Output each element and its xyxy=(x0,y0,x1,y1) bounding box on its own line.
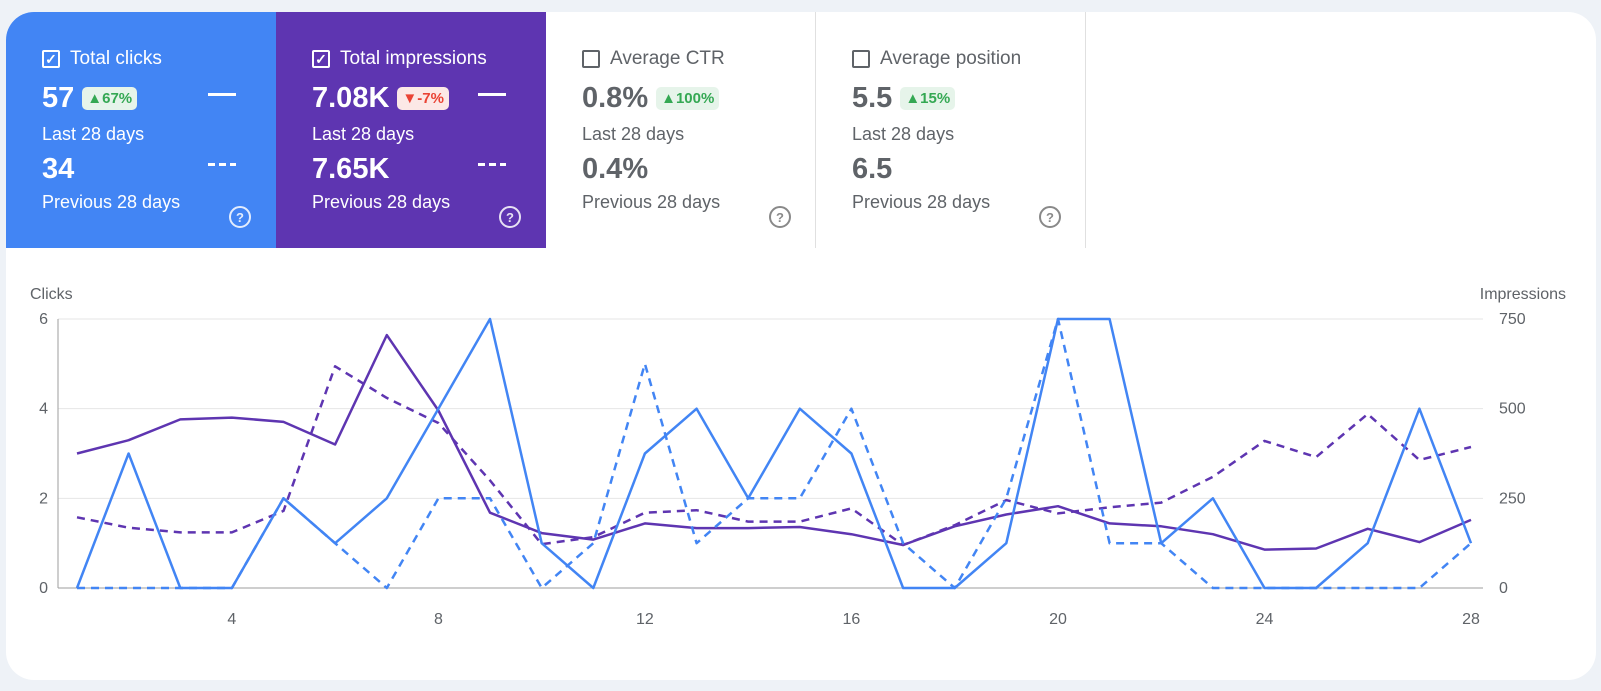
change-badge: ▲67% xyxy=(82,87,138,110)
tile-label: Total clicks xyxy=(70,48,162,69)
tile-header: Average CTR xyxy=(582,48,725,70)
x-axis-tick-label: 8 xyxy=(434,611,443,628)
left-axis-tick-label: 2 xyxy=(39,490,48,507)
solid-line-legend-icon xyxy=(208,93,236,96)
left-axis-tick-label: 6 xyxy=(39,311,48,328)
checkbox-unchecked-icon[interactable] xyxy=(582,50,600,68)
change-badge: ▲15% xyxy=(900,87,956,110)
previous-period-label: Previous 28 days xyxy=(312,192,451,212)
x-axis-tick-label: 12 xyxy=(636,611,654,628)
left-axis-title: Clicks xyxy=(30,286,73,303)
right-axis-tick-label: 0 xyxy=(1499,580,1508,597)
x-axis-tick-label: 20 xyxy=(1049,611,1067,628)
help-icon[interactable]: ? xyxy=(769,206,791,228)
current-period-label: Last 28 days xyxy=(42,124,145,144)
tile-label: Total impressions xyxy=(340,48,487,69)
x-axis-tick-label: 16 xyxy=(843,611,861,628)
tile-average-position[interactable]: Average position 5.5 ▲15% Last 28 days 6… xyxy=(816,12,1086,248)
change-badge: ▲100% xyxy=(656,87,720,110)
previous-value: 6.5 xyxy=(852,153,893,185)
dashed-line-legend-icon xyxy=(208,163,236,166)
tile-value: 0.8% ▲100% xyxy=(582,82,720,115)
tile-header: ✓ Total clicks xyxy=(42,48,162,70)
help-icon[interactable]: ? xyxy=(499,206,521,228)
left-axis-tick-label: 0 xyxy=(39,580,48,597)
dashed-line-legend-icon xyxy=(478,163,506,166)
previous-value: 0.4% xyxy=(582,153,649,185)
performance-card: ✓ Total clicks 57 ▲67% Last 28 days 34 P… xyxy=(6,12,1596,680)
tile-value: 5.5 ▲15% xyxy=(852,82,956,115)
current-period-label: Last 28 days xyxy=(312,124,415,144)
series-line-impressions-current xyxy=(76,333,1472,551)
right-axis-tick-label: 500 xyxy=(1499,401,1526,418)
help-icon[interactable]: ? xyxy=(1039,206,1061,228)
x-axis-tick-label: 4 xyxy=(227,611,236,628)
right-axis-tick-label: 750 xyxy=(1499,311,1526,328)
current-period-label: Last 28 days xyxy=(582,124,685,144)
chart-grid xyxy=(57,318,1483,589)
tile-total-clicks[interactable]: ✓ Total clicks 57 ▲67% Last 28 days 34 P… xyxy=(6,12,276,248)
previous-value: 7.65K xyxy=(312,153,390,185)
previous-period-label: Previous 28 days xyxy=(582,192,721,212)
current-value: 0.8% xyxy=(582,82,649,114)
x-axis-tick-label: 28 xyxy=(1462,611,1480,628)
tile-value: 7.08K ▼-7% xyxy=(312,82,449,115)
current-value: 5.5 xyxy=(852,82,893,114)
chart-lines xyxy=(75,317,1473,590)
series-line-impressions-previous xyxy=(76,365,1472,547)
tile-label: Average position xyxy=(880,48,1022,69)
tile-value: 57 ▲67% xyxy=(42,82,138,115)
tile-average-ctr[interactable]: Average CTR 0.8% ▲100% Last 28 days 0.4%… xyxy=(546,12,816,248)
checkbox-unchecked-icon[interactable] xyxy=(852,50,870,68)
tile-label: Average CTR xyxy=(610,48,725,69)
right-axis-title: Impressions xyxy=(1480,286,1566,303)
x-axis-tick-label: 24 xyxy=(1256,611,1274,628)
metric-tiles: ✓ Total clicks 57 ▲67% Last 28 days 34 P… xyxy=(6,12,1086,248)
current-period-label: Last 28 days xyxy=(852,124,955,144)
tile-header: Average position xyxy=(852,48,1021,70)
checkbox-checked-icon[interactable]: ✓ xyxy=(312,50,330,68)
checkbox-checked-icon[interactable]: ✓ xyxy=(42,50,60,68)
right-axis-tick-label: 250 xyxy=(1499,490,1526,507)
tile-header: ✓ Total impressions xyxy=(312,48,487,70)
previous-period-label: Previous 28 days xyxy=(852,192,991,212)
help-icon[interactable]: ? xyxy=(229,206,251,228)
previous-period-label: Previous 28 days xyxy=(42,192,181,212)
left-axis-tick-label: 4 xyxy=(39,401,48,418)
change-badge: ▼-7% xyxy=(397,87,449,110)
current-value: 7.08K xyxy=(312,82,390,114)
series-line-clicks-current xyxy=(75,317,1473,590)
solid-line-legend-icon xyxy=(478,93,506,96)
current-value: 57 xyxy=(42,82,75,114)
previous-value: 34 xyxy=(42,153,75,185)
tile-total-impressions[interactable]: ✓ Total impressions 7.08K ▼-7% Last 28 d… xyxy=(276,12,546,248)
